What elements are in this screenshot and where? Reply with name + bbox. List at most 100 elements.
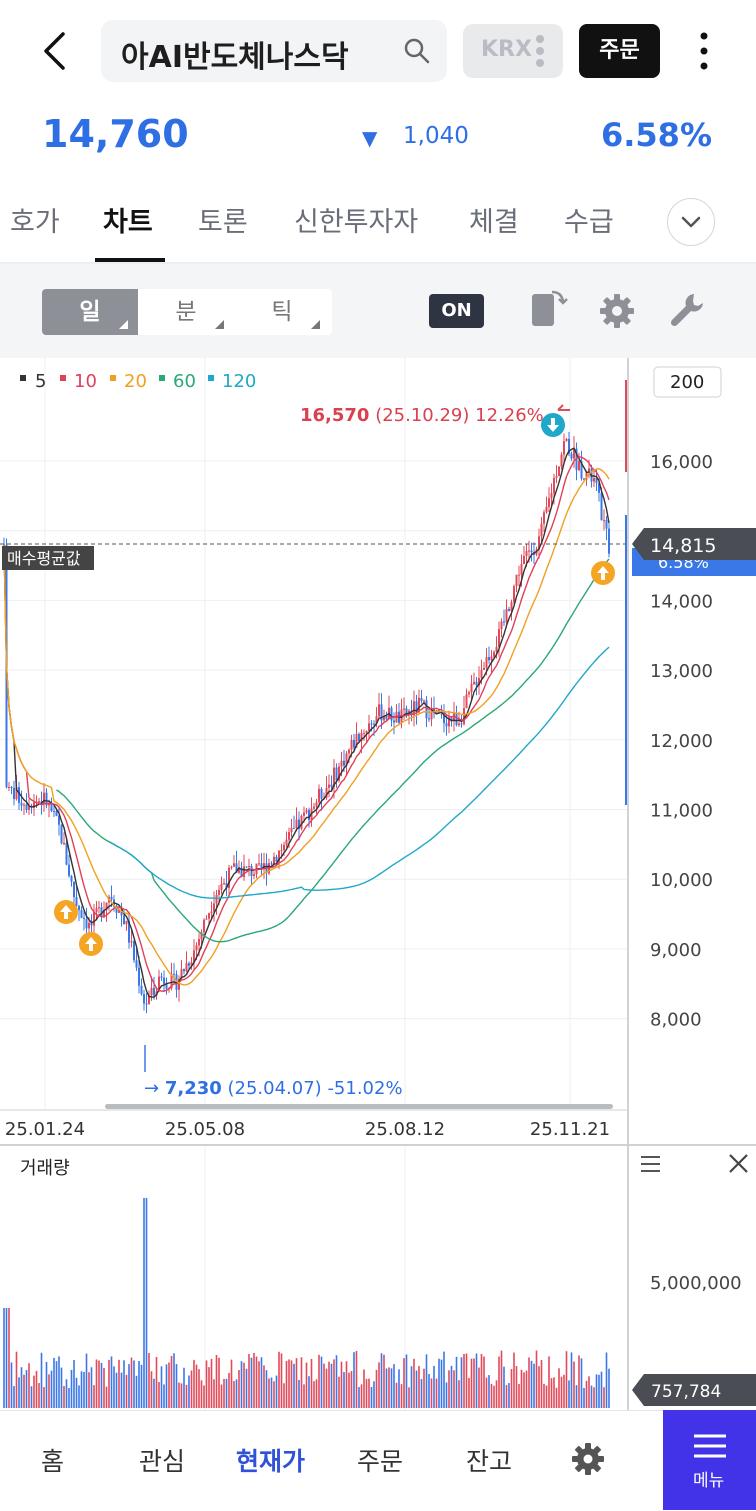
volume-bar bbox=[155, 1357, 158, 1408]
on-toggle[interactable]: ON bbox=[429, 294, 484, 328]
settings-gear-icon[interactable] bbox=[569, 1440, 607, 1478]
period-minute[interactable]: 분 bbox=[138, 289, 234, 335]
volume-bar bbox=[10, 1362, 13, 1408]
volume-bar bbox=[110, 1356, 113, 1408]
high-value: 16,570 bbox=[300, 405, 369, 426]
volume-bar bbox=[290, 1360, 293, 1408]
candle-body bbox=[418, 697, 420, 713]
volume-bar bbox=[415, 1370, 418, 1408]
buy-signal-icon bbox=[54, 900, 78, 924]
volume-menu-icon[interactable] bbox=[641, 1156, 660, 1172]
candle-body bbox=[508, 608, 510, 611]
wrench-icon[interactable] bbox=[667, 290, 707, 330]
candle-body bbox=[228, 867, 230, 889]
nav-watchlist[interactable]: 관심 bbox=[139, 1447, 186, 1476]
nav-home[interactable]: 홈 bbox=[41, 1447, 65, 1476]
candle-body bbox=[20, 802, 23, 806]
tab-orderbook[interactable]: 호가 bbox=[10, 207, 60, 238]
chart-scrollbar[interactable] bbox=[105, 1104, 613, 1109]
candle-body bbox=[140, 985, 143, 995]
volume-bar bbox=[273, 1381, 275, 1408]
volume-bar bbox=[510, 1369, 513, 1408]
candle-body bbox=[430, 708, 433, 720]
period-count: 200 bbox=[670, 372, 704, 393]
volume-bar bbox=[520, 1369, 523, 1408]
candle-body bbox=[85, 919, 88, 929]
candle-body bbox=[43, 792, 45, 804]
tab-discussion[interactable]: 토론 bbox=[198, 207, 248, 238]
volume-bar bbox=[388, 1367, 390, 1408]
candle-body bbox=[605, 520, 608, 529]
period-tick[interactable]: 틱 bbox=[234, 289, 330, 335]
legend-ma120: 120 bbox=[222, 371, 256, 392]
volume-bar bbox=[325, 1368, 328, 1408]
volume-tag: 757,784 bbox=[651, 1382, 721, 1402]
volume-bar bbox=[50, 1370, 53, 1408]
candle-body bbox=[553, 477, 555, 494]
candle-body bbox=[80, 910, 83, 918]
order-button[interactable]: 주문 bbox=[579, 24, 660, 78]
candle-body bbox=[130, 941, 133, 943]
candle-body bbox=[160, 976, 163, 978]
tab-trades[interactable]: 체결 bbox=[469, 207, 519, 238]
ma-line-60 bbox=[56, 558, 610, 943]
nav-current-price[interactable]: 현재가 bbox=[236, 1447, 306, 1476]
gear-icon[interactable] bbox=[598, 292, 636, 330]
price-chart[interactable]: 매수평균값 200 5 10 20 60 120 16,570 (25.10.2… bbox=[0, 358, 756, 1410]
search-icon[interactable] bbox=[403, 37, 431, 65]
period-count-box[interactable] bbox=[653, 366, 722, 398]
candle-body bbox=[150, 987, 153, 996]
chart-grid bbox=[0, 358, 628, 1410]
nav-order[interactable]: 주문 bbox=[357, 1447, 404, 1476]
volume-bar bbox=[590, 1385, 593, 1408]
candle-body bbox=[463, 708, 465, 725]
volume-close-icon[interactable] bbox=[729, 1154, 748, 1173]
active-tab-indicator bbox=[95, 258, 165, 262]
volume-bar bbox=[160, 1366, 163, 1408]
candle-body bbox=[565, 438, 568, 442]
avg-buy-label-bg bbox=[2, 546, 94, 570]
candle-body bbox=[305, 810, 308, 813]
candle-body bbox=[288, 832, 290, 840]
tab-shinhan-investor[interactable]: 신한투자자 bbox=[294, 207, 419, 238]
candle-body bbox=[218, 889, 220, 895]
volume-bar bbox=[428, 1374, 430, 1408]
volume-bars bbox=[3, 1198, 610, 1408]
rotate-screen-icon[interactable] bbox=[526, 286, 570, 330]
candle-body bbox=[608, 528, 610, 554]
candle-body bbox=[115, 906, 118, 913]
menu-button[interactable] bbox=[663, 1410, 756, 1510]
volume-bar bbox=[265, 1370, 268, 1408]
volume-bar bbox=[90, 1367, 93, 1408]
candle-body bbox=[328, 784, 330, 788]
candle-body bbox=[185, 963, 188, 972]
period-day[interactable]: 일 bbox=[42, 289, 138, 335]
volume-bar bbox=[263, 1365, 265, 1408]
volume-bar bbox=[320, 1356, 323, 1408]
back-button[interactable] bbox=[30, 24, 80, 78]
volume-bar bbox=[70, 1369, 73, 1408]
volume-bar bbox=[293, 1363, 295, 1408]
tab-supply-demand[interactable]: 수급 bbox=[564, 207, 614, 238]
market-selector[interactable]: KRX bbox=[463, 24, 563, 78]
search-bar[interactable]: 아AI반도체나스닥 bbox=[101, 20, 447, 82]
more-menu-button[interactable] bbox=[690, 28, 718, 74]
volume-bar bbox=[55, 1361, 58, 1408]
candle-body bbox=[415, 701, 418, 713]
volume-bar bbox=[215, 1355, 218, 1408]
candle-body bbox=[405, 708, 408, 716]
candle-body bbox=[243, 866, 245, 878]
volume-bar bbox=[280, 1353, 283, 1408]
candle-body bbox=[460, 723, 463, 725]
candle-body bbox=[33, 802, 35, 808]
volume-bar bbox=[153, 1378, 155, 1408]
volume-bar bbox=[125, 1374, 128, 1408]
volume-bar bbox=[95, 1359, 98, 1408]
candle-body bbox=[513, 586, 515, 603]
candle-body bbox=[315, 802, 318, 807]
tab-chart[interactable]: 차트 bbox=[103, 207, 153, 238]
tabs-expand-button[interactable] bbox=[667, 198, 715, 246]
candle-body bbox=[133, 941, 135, 961]
nav-balance[interactable]: 잔고 bbox=[466, 1447, 513, 1476]
candle-body bbox=[223, 883, 225, 885]
